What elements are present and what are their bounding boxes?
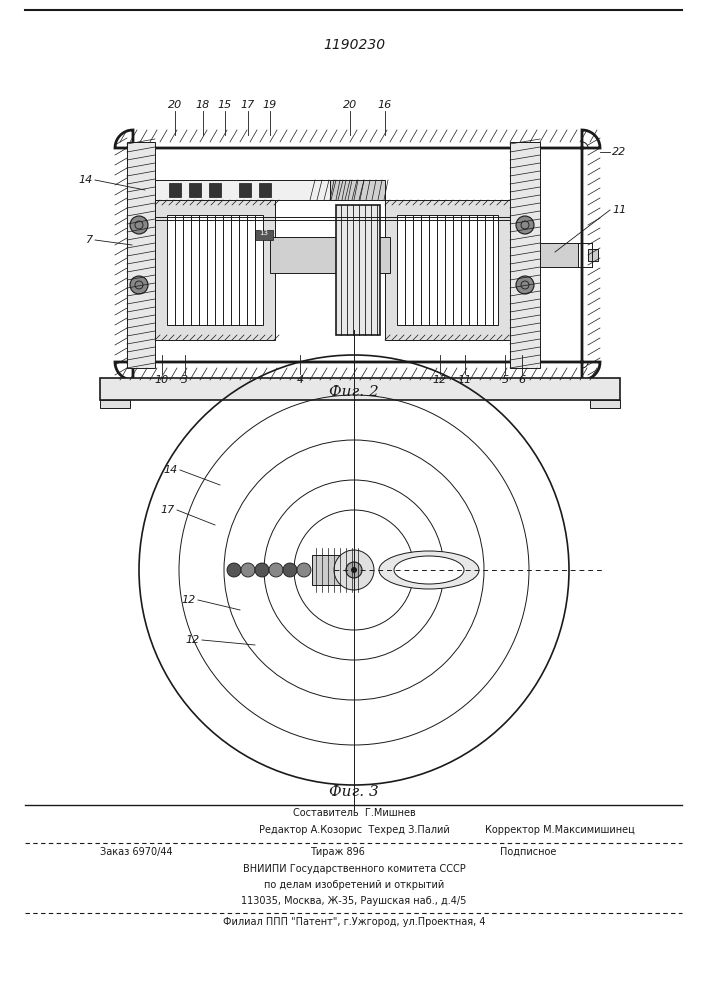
- Text: 6: 6: [518, 375, 525, 385]
- Circle shape: [130, 216, 148, 234]
- Text: Корректор М.Максимишинец: Корректор М.Максимишинец: [485, 825, 635, 835]
- Circle shape: [334, 550, 374, 590]
- Bar: [169, 183, 181, 197]
- Text: 14: 14: [78, 175, 93, 185]
- Text: Фиг. 3: Фиг. 3: [329, 785, 379, 799]
- Text: 20: 20: [168, 100, 182, 110]
- Circle shape: [283, 563, 297, 577]
- Text: 113035, Москва, Ж-35, Раушская наб., д.4/5: 113035, Москва, Ж-35, Раушская наб., д.4…: [241, 896, 467, 906]
- Circle shape: [346, 562, 362, 578]
- Bar: [590, 400, 620, 408]
- Circle shape: [241, 563, 255, 577]
- Bar: [209, 183, 221, 197]
- Circle shape: [130, 276, 148, 294]
- Text: 3: 3: [182, 375, 189, 385]
- Bar: [336, 205, 380, 335]
- Ellipse shape: [394, 556, 464, 584]
- Bar: [239, 183, 251, 197]
- Text: Тираж 896: Тираж 896: [310, 847, 365, 857]
- Text: 4: 4: [296, 375, 303, 385]
- Text: 19: 19: [263, 100, 277, 110]
- Text: Составитель  Г.Мишнев: Составитель Г.Мишнев: [293, 808, 416, 818]
- Text: 17: 17: [160, 505, 175, 515]
- Bar: [397, 215, 498, 325]
- Text: Заказ 6970/44: Заказ 6970/44: [100, 847, 173, 857]
- Bar: [330, 180, 385, 200]
- Text: 12: 12: [182, 595, 196, 605]
- Text: 15: 15: [218, 100, 232, 110]
- Bar: [259, 183, 271, 197]
- Bar: [100, 400, 130, 408]
- Text: 16: 16: [378, 100, 392, 110]
- Text: Фиг. 2: Фиг. 2: [329, 385, 379, 399]
- Text: 12: 12: [186, 635, 200, 645]
- Text: 11: 11: [458, 375, 472, 385]
- Bar: [312, 555, 342, 585]
- Circle shape: [516, 276, 534, 294]
- Bar: [385, 200, 510, 340]
- Text: 22: 22: [612, 147, 626, 157]
- Bar: [127, 142, 155, 368]
- Text: 12: 12: [433, 375, 447, 385]
- Text: 10: 10: [155, 375, 169, 385]
- Circle shape: [269, 563, 283, 577]
- Text: ВНИИПИ Государственного комитета СССР: ВНИИПИ Государственного комитета СССР: [243, 864, 465, 874]
- Text: по делам изобретений и открытий: по делам изобретений и открытий: [264, 880, 444, 890]
- Bar: [588, 249, 598, 261]
- Bar: [155, 200, 275, 340]
- Text: 17: 17: [241, 100, 255, 110]
- Bar: [510, 142, 540, 368]
- Bar: [270, 237, 390, 273]
- Text: Филиал ППП "Патент", г.Ужгород, ул.Проектная, 4: Филиал ППП "Патент", г.Ужгород, ул.Проек…: [223, 917, 485, 927]
- Text: 18: 18: [196, 100, 210, 110]
- Circle shape: [255, 563, 269, 577]
- Text: 14: 14: [164, 465, 178, 475]
- Bar: [540, 243, 578, 267]
- Text: 1190230: 1190230: [323, 38, 385, 52]
- Bar: [100, 378, 620, 400]
- Bar: [167, 215, 263, 325]
- Text: 11: 11: [612, 205, 626, 215]
- Circle shape: [516, 216, 534, 234]
- Circle shape: [227, 563, 241, 577]
- Text: Редактор А.Козорис  Техред З.Палий: Редактор А.Козорис Техред З.Палий: [259, 825, 450, 835]
- Text: 20: 20: [343, 100, 357, 110]
- Circle shape: [297, 563, 311, 577]
- Bar: [255, 230, 273, 240]
- Bar: [189, 183, 201, 197]
- Ellipse shape: [379, 551, 479, 589]
- Text: Подписное: Подписное: [500, 847, 556, 857]
- Bar: [155, 180, 360, 200]
- Text: 7: 7: [86, 235, 93, 245]
- Circle shape: [351, 567, 357, 573]
- Text: 5: 5: [501, 375, 508, 385]
- Text: 13: 13: [259, 230, 269, 236]
